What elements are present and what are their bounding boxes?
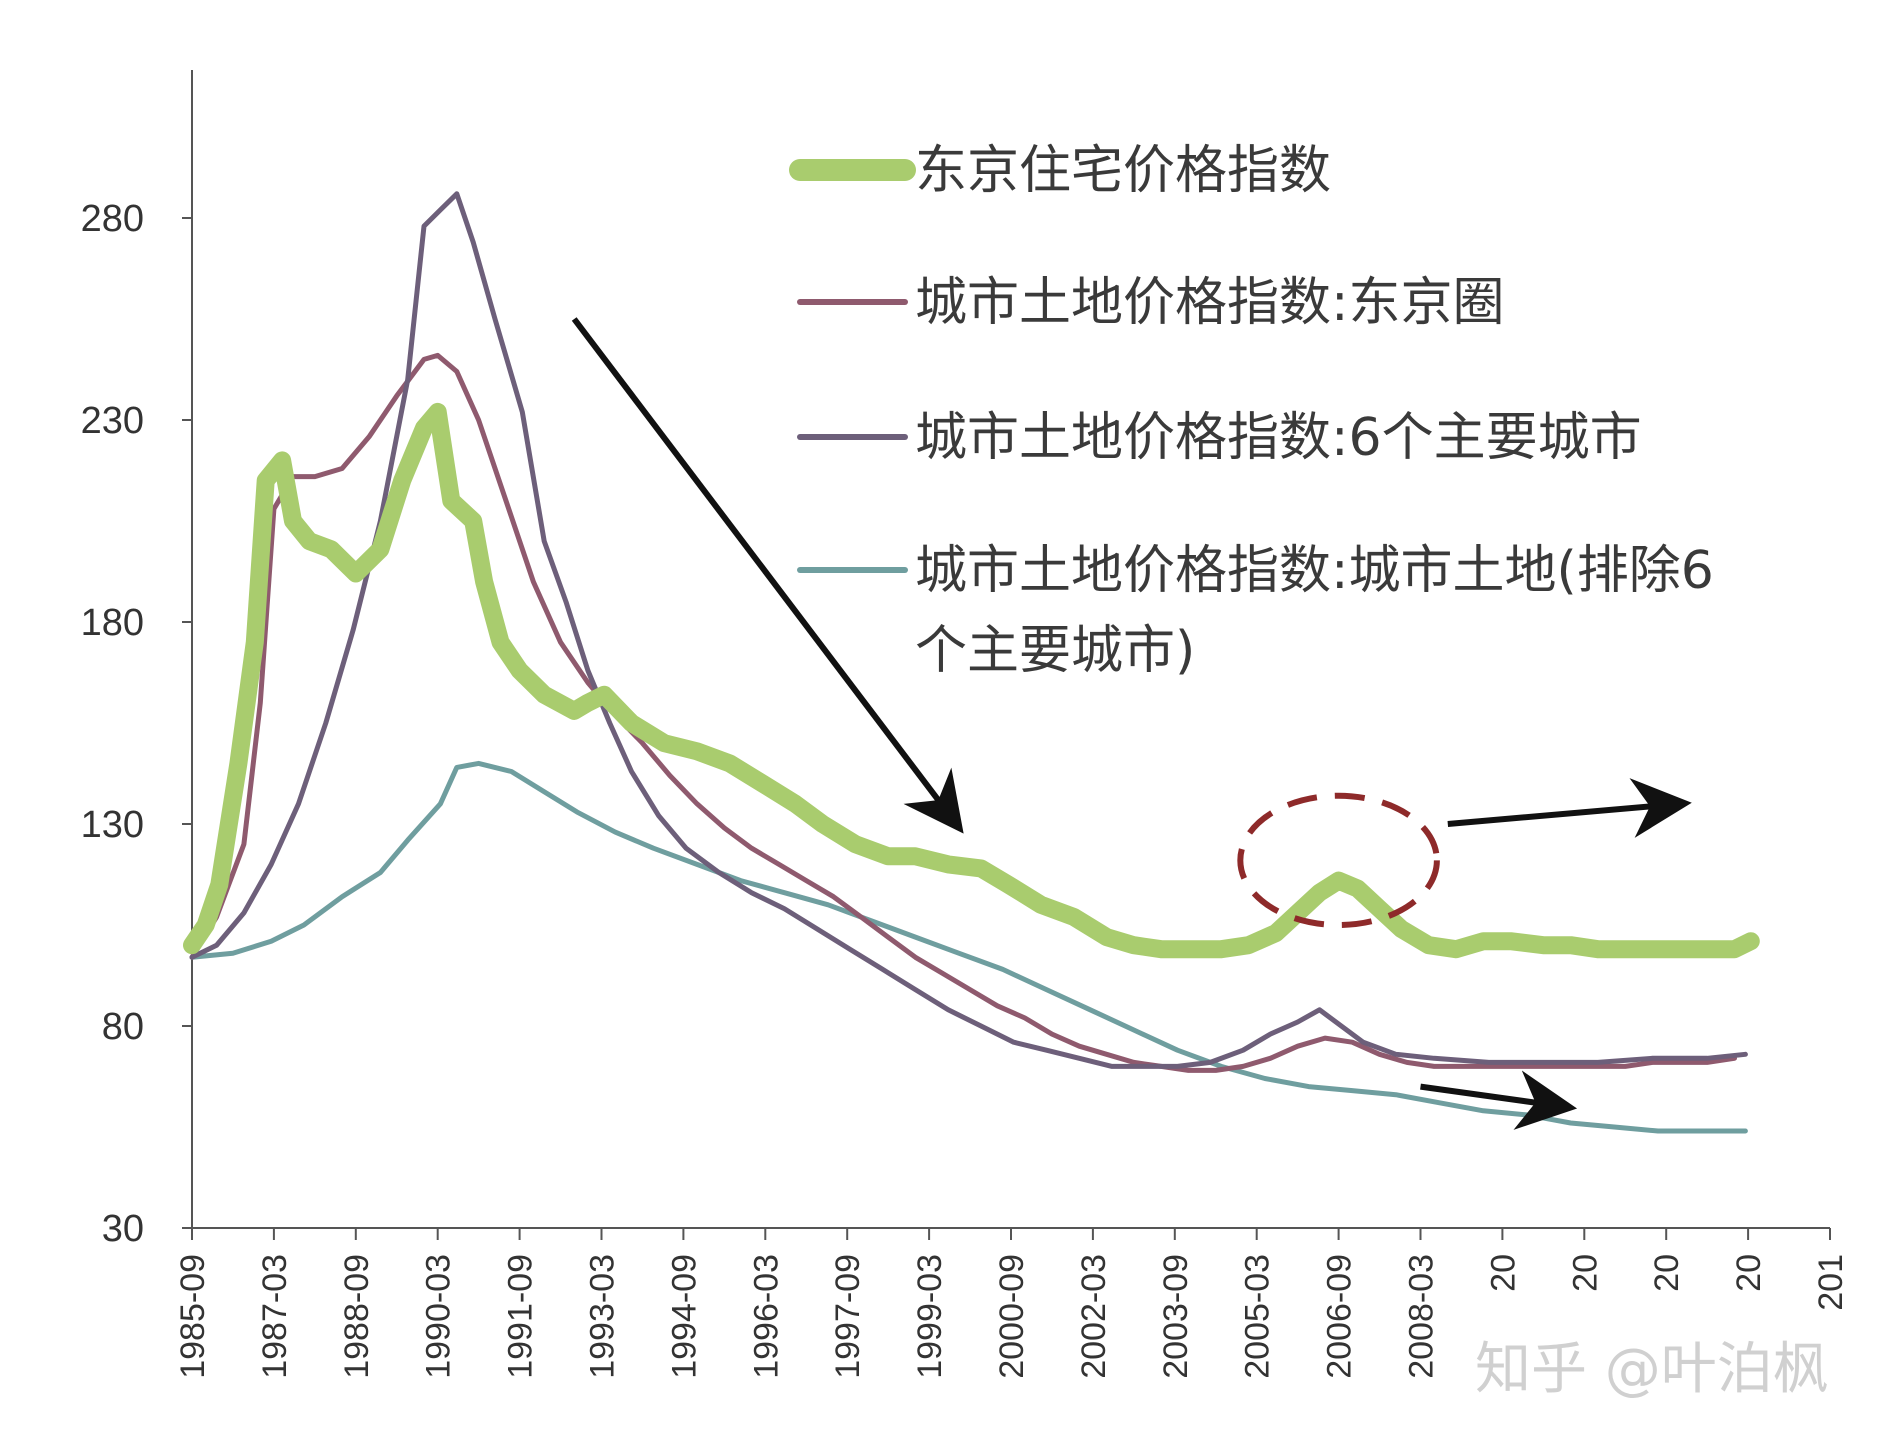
x-tick-label: 1999-03 [911, 1254, 949, 1379]
series-line-1 [183, 402, 1760, 959]
legend-label-3: 城市土地价格指数:6个主要城市 [915, 408, 1642, 468]
y-tick-label: 230 [81, 400, 144, 442]
x-tick-label: 1985-09 [174, 1254, 212, 1379]
x-tick-label: 201 [1812, 1254, 1850, 1311]
series-line-2 [189, 352, 1737, 1073]
x-tick-label: 1993-03 [584, 1254, 622, 1379]
x-tick-label: 2006-09 [1321, 1254, 1359, 1379]
x-tick-label: 1987-03 [256, 1254, 294, 1379]
annotation-arrow [1420, 1070, 1578, 1130]
x-tick-label: 2002-03 [1075, 1254, 1113, 1379]
series-lines [183, 191, 1760, 1134]
annotations [571, 317, 1692, 1130]
x-tick-label: 20 [1730, 1254, 1768, 1292]
legend-label-4: 个主要城市) [915, 621, 1195, 681]
annotation-dashed-ellipse [1237, 792, 1440, 928]
watermark: 知乎 @叶泊枫 [1475, 1337, 1829, 1402]
annotation-arrow [1447, 778, 1692, 838]
annotation-arrow [571, 317, 964, 834]
y-tick-label: 280 [81, 198, 144, 240]
x-tick-label: 2000-09 [993, 1254, 1031, 1379]
y-tick-label: 130 [81, 804, 144, 846]
x-tick-label: 2005-03 [1239, 1254, 1277, 1379]
series-line-4 [189, 760, 1748, 1134]
y-tick-label: 180 [81, 602, 144, 644]
x-tick-label: 1996-03 [747, 1254, 785, 1379]
x-tick-label: 2003-09 [1157, 1254, 1195, 1379]
legend: 东京住宅价格指数城市土地价格指数:东京圈城市土地价格指数:6个主要城市城市土地价… [789, 141, 1714, 681]
legend-label-2: 城市土地价格指数:东京圈 [915, 273, 1505, 333]
legend-label-1: 东京住宅价格指数 [915, 141, 1331, 201]
x-tick-label: 20 [1648, 1254, 1686, 1292]
x-tick-label: 1990-03 [420, 1254, 458, 1379]
x-tick-label: 1991-09 [502, 1254, 540, 1379]
y-tick-label: 80 [102, 1006, 144, 1048]
y-tick-label: 30 [102, 1208, 144, 1250]
series-line-3 [189, 191, 1748, 1069]
x-tick-label: 1994-09 [665, 1254, 703, 1379]
x-tick-label: 1997-09 [829, 1254, 867, 1379]
y-axis-ticks: 30 80 130 180 230 280 [81, 198, 192, 1250]
x-tick-label: 1988-09 [338, 1254, 376, 1379]
x-tick-label: 2008-03 [1403, 1254, 1441, 1379]
x-tick-label: 20 [1484, 1254, 1522, 1292]
legend-label-4: 城市土地价格指数:城市土地(排除6 [915, 541, 1714, 601]
x-tick-label: 20 [1566, 1254, 1604, 1292]
x-axis-ticks: 1985-09 1987-03 1988-09 1990-03 1991-09 1993-… [174, 1228, 1850, 1379]
